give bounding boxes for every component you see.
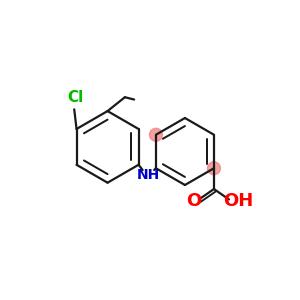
- Circle shape: [149, 128, 162, 141]
- Text: NH: NH: [137, 168, 160, 182]
- Text: Cl: Cl: [67, 90, 83, 105]
- Text: O: O: [186, 192, 202, 210]
- Text: OH: OH: [223, 192, 253, 210]
- Circle shape: [208, 162, 220, 175]
